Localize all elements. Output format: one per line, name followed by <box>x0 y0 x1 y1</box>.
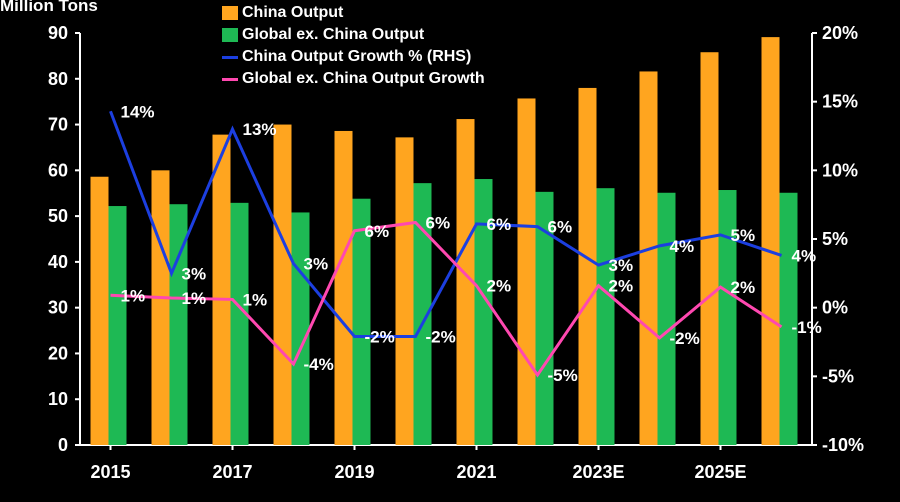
legend: China Output Global ex. China Output Chi… <box>222 2 485 90</box>
bar-china-output <box>151 170 170 446</box>
data-label-global-growth: 1% <box>182 289 207 308</box>
y-axis-title: Million Tons <box>0 0 98 15</box>
bar-china-output <box>456 119 475 445</box>
y-tick-label-left: 0 <box>58 435 68 455</box>
data-label-global-growth: 1% <box>121 286 146 305</box>
x-tick-label: 2021 <box>456 462 496 482</box>
y-tick-label-right: -10% <box>822 435 864 455</box>
data-label-china-growth: 3% <box>182 264 207 283</box>
legend-swatch-china-output <box>222 6 238 20</box>
y-tick-label-left: 50 <box>48 206 68 226</box>
legend-label-global-growth: Global ex. China Output Growth <box>242 70 485 87</box>
y-tick-label-right: 15% <box>822 92 858 112</box>
y-tick-label-right: 0% <box>822 298 848 318</box>
y-tick-label-right: 20% <box>822 23 858 43</box>
data-label-global-growth: 1% <box>243 290 268 309</box>
data-label-china-growth: -2% <box>426 328 456 347</box>
data-label-china-growth: 6% <box>487 215 512 234</box>
y-tick-label-left: 20 <box>48 343 68 363</box>
bar-global-output <box>596 188 615 446</box>
data-label-china-growth: 4% <box>670 237 695 256</box>
bar-china-output <box>273 124 292 446</box>
legend-swatch-global-output <box>222 28 238 42</box>
bar-global-output <box>535 191 554 445</box>
data-label-global-growth: 6% <box>426 214 451 233</box>
legend-label-global-output: Global ex. China Output <box>242 26 425 43</box>
data-label-global-growth: 2% <box>731 278 756 297</box>
bar-china-output <box>334 130 353 445</box>
x-tick-label: 2017 <box>212 462 252 482</box>
data-label-china-growth: 13% <box>243 120 277 139</box>
x-tick-label: 2019 <box>334 462 374 482</box>
data-label-china-growth: 3% <box>609 256 634 275</box>
bar-global-output <box>413 183 432 445</box>
legend-item-global-growth: Global ex. China Output Growth <box>222 68 485 90</box>
x-tick-label: 2025E <box>694 462 746 482</box>
y-tick-label-right: -5% <box>822 366 854 386</box>
data-label-global-growth: -1% <box>792 318 822 337</box>
legend-swatch-china-growth <box>222 55 238 59</box>
x-tick-label: 2015 <box>90 462 130 482</box>
data-label-china-growth: 5% <box>731 226 756 245</box>
y-tick-label-left: 40 <box>48 252 68 272</box>
bar-china-output <box>90 176 109 445</box>
data-label-china-growth: 4% <box>792 246 817 265</box>
legend-label-china-growth: China Output Growth % (RHS) <box>242 48 472 65</box>
legend-item-global-output: Global ex. China Output <box>222 24 485 46</box>
y-tick-label-left: 80 <box>48 69 68 89</box>
bar-china-output <box>700 52 719 446</box>
legend-swatch-global-growth <box>222 77 238 81</box>
bar-global-output <box>352 198 371 445</box>
y-tick-label-left: 10 <box>48 389 68 409</box>
bar-global-output <box>657 192 676 445</box>
bar-china-output <box>761 37 780 446</box>
legend-item-china-output: China Output <box>222 2 485 24</box>
bar-china-output <box>517 98 536 445</box>
bar-global-output <box>230 202 249 445</box>
line-china-growth <box>109 110 782 339</box>
data-label-global-growth: -4% <box>304 355 334 374</box>
bar-china-output <box>212 134 231 446</box>
bar-global-output <box>718 190 737 445</box>
bar-china-output <box>395 137 414 445</box>
legend-label-china-output: China Output <box>242 4 344 21</box>
bar-global-output <box>779 192 798 445</box>
y-tick-label-left: 70 <box>48 115 68 135</box>
x-tick-label: 2023E <box>572 462 624 482</box>
y-tick-label-right: 5% <box>822 229 848 249</box>
bar-china-output <box>639 71 658 445</box>
legend-item-china-growth: China Output Growth % (RHS) <box>222 46 485 68</box>
data-label-global-growth: -5% <box>548 366 578 385</box>
data-label-global-growth: 2% <box>487 277 512 296</box>
data-label-china-growth: 3% <box>304 255 329 274</box>
data-label-china-growth: 14% <box>121 102 155 121</box>
y-tick-label-left: 30 <box>48 298 68 318</box>
bar-global-output <box>291 212 310 445</box>
bar-global-output <box>108 206 127 445</box>
line-global-growth <box>110 220 783 378</box>
data-label-global-growth: 6% <box>365 222 390 241</box>
data-label-global-growth: -2% <box>670 329 700 348</box>
y-tick-label-right: 10% <box>822 160 858 180</box>
y-tick-label-left: 60 <box>48 160 68 180</box>
y-tick-label-left: 90 <box>48 23 68 43</box>
data-label-china-growth: -2% <box>365 328 395 347</box>
bar-global-output <box>474 179 493 445</box>
data-label-global-growth: 2% <box>609 277 634 296</box>
bar-china-output <box>578 87 597 445</box>
data-label-china-growth: 6% <box>548 218 573 237</box>
